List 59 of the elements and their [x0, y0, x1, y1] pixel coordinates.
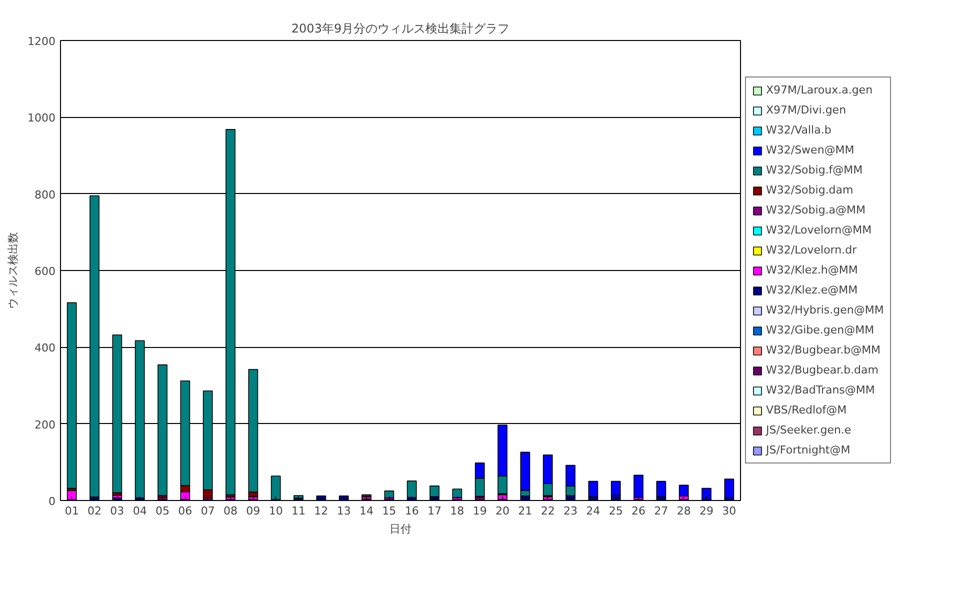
- x-tick-label: 05: [156, 504, 170, 518]
- legend-label: JS/Seeker.gen.e: [766, 424, 852, 436]
- legend-label: X97M/Divi.gen: [766, 104, 846, 116]
- y-tick-label: 1200: [28, 35, 56, 48]
- y-tick-label: 1000: [28, 112, 56, 125]
- legend-label: W32/Bugbear.b@MM: [766, 344, 881, 356]
- x-tick-label: 30: [722, 504, 736, 518]
- legend-label: W32/Gibe.gen@MM: [766, 324, 874, 336]
- x-tick-label: 10: [268, 504, 283, 518]
- legend-label: W32/Sobig.dam: [766, 184, 854, 196]
- x-tick-label: 01: [64, 504, 79, 518]
- x-tick-label: 08: [224, 504, 238, 518]
- x-tick-label: 28: [676, 504, 691, 518]
- x-tick-label: 14: [360, 504, 374, 518]
- legend-label: JS/Fortnight@M: [766, 444, 850, 456]
- x-tick-label: 24: [586, 504, 600, 518]
- y-tick-label: 800: [34, 188, 56, 202]
- x-tick-label: 21: [518, 504, 532, 518]
- x-tick-label: 17: [428, 504, 442, 518]
- legend-label: VBS/Redlof@M: [766, 404, 847, 416]
- x-tick-label: 22: [540, 504, 555, 518]
- x-tick-label: 29: [700, 504, 714, 518]
- x-tick-label: 02: [88, 504, 102, 518]
- x-tick-label: 16: [404, 504, 419, 518]
- legend-label: W32/Lovelorn@MM: [766, 224, 872, 236]
- legend-label: W32/Lovelorn.dr: [766, 244, 857, 256]
- legend-label: X97M/Laroux.a.gen: [766, 84, 873, 96]
- y-tick-label: 400: [34, 342, 56, 355]
- legend-label: W32/Valla.b: [766, 124, 832, 136]
- legend-label: W32/Klez.e@MM: [766, 284, 858, 296]
- x-tick-label: 13: [336, 504, 351, 518]
- legend-label: W32/Klez.h@MM: [766, 264, 858, 276]
- y-tick-label: 600: [34, 265, 56, 278]
- x-tick-label: 27: [654, 504, 668, 518]
- chart-title: 2003年9月分のウィルス検出集計グラフ: [291, 22, 510, 36]
- legend-label: W32/Swen@MM: [766, 144, 854, 156]
- x-tick-label: 11: [292, 504, 306, 518]
- x-tick-label: 04: [132, 504, 147, 518]
- x-tick-label: 09: [246, 504, 260, 518]
- x-tick-label: 20: [496, 504, 510, 518]
- x-tick-label: 06: [178, 504, 192, 518]
- x-tick-label: 03: [110, 504, 124, 518]
- y-axis-title: ウィルス検出数: [6, 232, 20, 309]
- x-tick-label: 26: [632, 504, 646, 518]
- x-tick-label: 19: [472, 504, 487, 518]
- legend-label: W32/Hybris.gen@MM: [766, 304, 884, 316]
- legend-label: W32/BadTrans@MM: [766, 384, 875, 396]
- x-tick-label: 07: [200, 504, 215, 518]
- x-tick-label: 25: [608, 504, 623, 518]
- y-tick-label: 0: [48, 495, 56, 508]
- x-tick-label: 15: [382, 504, 396, 518]
- x-tick-label: 18: [450, 504, 464, 518]
- y-tick-label: 200: [34, 418, 56, 432]
- x-axis-title: 日付: [390, 522, 412, 536]
- legend-label: W32/Sobig.f@MM: [766, 164, 863, 176]
- legend-label: W32/Bugbear.b.dam: [766, 364, 878, 376]
- legend-label: W32/Sobig.a@MM: [766, 204, 866, 216]
- x-tick-label: 23: [564, 504, 578, 518]
- x-tick-label: 12: [314, 504, 328, 518]
